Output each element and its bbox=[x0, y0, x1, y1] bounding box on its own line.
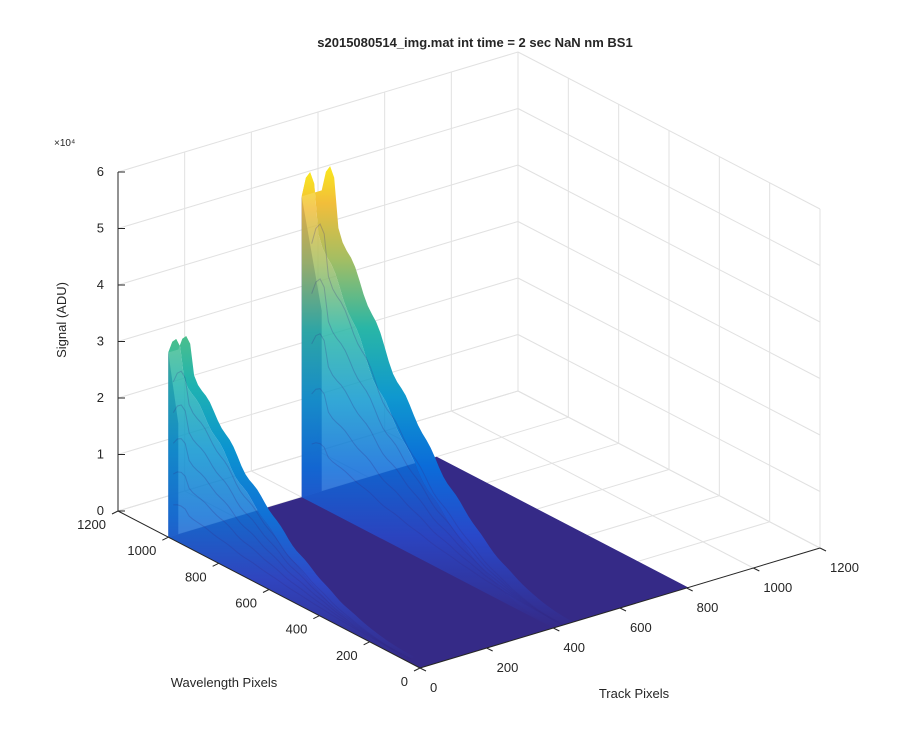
z-exponent-label: ×10⁴ bbox=[54, 138, 75, 149]
grid-line bbox=[517, 277, 821, 436]
y-tick bbox=[212, 562, 219, 567]
peak-contour bbox=[311, 442, 564, 626]
peak-contour bbox=[311, 333, 564, 626]
x-axis-label: Track Pixels bbox=[599, 686, 670, 701]
y-tick-label: 600 bbox=[235, 596, 257, 611]
surface-peaks bbox=[168, 166, 574, 661]
x-tick-label: 600 bbox=[630, 620, 652, 635]
y-tick-label: 0 bbox=[401, 674, 408, 689]
x-tick bbox=[619, 607, 627, 612]
grid-line bbox=[117, 108, 519, 229]
peak-contour bbox=[311, 278, 564, 626]
grid-line bbox=[517, 51, 821, 210]
z-tick-label: 2 bbox=[97, 390, 104, 405]
y-tick-label: 200 bbox=[336, 648, 358, 663]
z-tick-label: 5 bbox=[97, 221, 104, 236]
grid-line bbox=[517, 164, 821, 323]
peak-top-surface bbox=[301, 166, 574, 628]
y-tick bbox=[363, 641, 370, 646]
z-tick-label: 0 bbox=[97, 503, 104, 518]
peak-1 bbox=[168, 336, 415, 661]
peak-side-face bbox=[168, 339, 405, 661]
peak-top-surface bbox=[168, 336, 415, 661]
z-axis-label: Signal (ADU) bbox=[54, 282, 69, 358]
x-tick bbox=[819, 547, 827, 552]
y-tick bbox=[262, 589, 270, 593]
y-tick bbox=[313, 615, 320, 620]
z-tick-label: 1 bbox=[97, 447, 104, 462]
x-tick bbox=[419, 667, 427, 672]
peak-contour bbox=[172, 404, 411, 660]
x-tick bbox=[486, 647, 493, 652]
peak-side-face bbox=[301, 172, 554, 628]
x-tick-label: 200 bbox=[497, 660, 519, 675]
grid-line bbox=[117, 51, 519, 173]
y-axis-label: Wavelength Pixels bbox=[171, 675, 278, 690]
peak-contour bbox=[311, 388, 564, 626]
peak-contour bbox=[173, 471, 411, 660]
labels: 0200400600800100012000200400600800100012… bbox=[54, 35, 859, 701]
y-tick bbox=[413, 667, 421, 672]
peak-contour bbox=[172, 370, 411, 660]
z-tick-label: 3 bbox=[97, 334, 104, 349]
grid-line bbox=[517, 221, 821, 379]
grid-line bbox=[517, 108, 821, 266]
peak-contour bbox=[173, 504, 411, 660]
peak-contour bbox=[172, 438, 411, 660]
y-tick-label: 1200 bbox=[77, 517, 106, 532]
z-tick-label: 4 bbox=[97, 277, 104, 292]
x-tick bbox=[753, 567, 760, 572]
peak-contour bbox=[311, 223, 564, 626]
y-tick-label: 800 bbox=[185, 569, 207, 584]
z-tick-label: 6 bbox=[97, 164, 104, 179]
grid-line bbox=[517, 334, 821, 492]
chart-title: s2015080514_img.mat int time = 2 sec NaN… bbox=[317, 35, 632, 50]
peak-2 bbox=[301, 166, 574, 628]
axes bbox=[111, 171, 827, 672]
x-tick bbox=[553, 627, 560, 632]
grid-line bbox=[517, 390, 821, 549]
y-tick-label: 400 bbox=[286, 622, 308, 637]
x-tick-label: 0 bbox=[430, 680, 437, 695]
x-tick-label: 400 bbox=[563, 640, 585, 655]
x-tick bbox=[686, 587, 693, 592]
y-tick bbox=[162, 536, 169, 541]
y-tick-label: 1000 bbox=[127, 543, 156, 558]
x-tick-label: 1200 bbox=[830, 560, 859, 575]
x-tick-label: 1000 bbox=[763, 580, 792, 595]
y-tick bbox=[111, 510, 119, 515]
x-tick-label: 800 bbox=[697, 600, 719, 615]
